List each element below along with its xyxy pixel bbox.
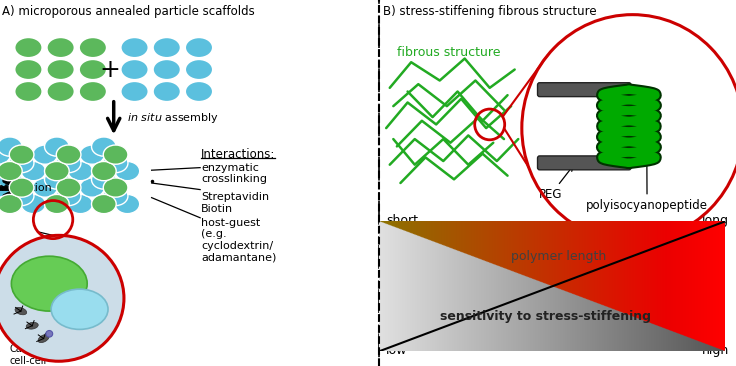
Text: +: + — [99, 57, 121, 82]
Ellipse shape — [44, 194, 69, 214]
Text: long: long — [702, 214, 729, 227]
Text: cell: cell — [0, 166, 13, 176]
Ellipse shape — [121, 81, 149, 102]
Ellipse shape — [152, 59, 181, 80]
Text: fibrous structure: fibrous structure — [397, 46, 500, 59]
Ellipse shape — [68, 161, 93, 181]
Text: PEG: PEG — [539, 166, 573, 202]
Text: $\it{in\ situ}$ assembly: $\it{in\ situ}$ assembly — [127, 111, 219, 125]
Text: infiltration: infiltration — [0, 183, 52, 194]
Ellipse shape — [15, 307, 26, 315]
Ellipse shape — [121, 37, 149, 58]
Ellipse shape — [0, 161, 22, 181]
Ellipse shape — [185, 59, 213, 80]
Ellipse shape — [103, 145, 128, 164]
Circle shape — [0, 235, 124, 361]
Ellipse shape — [79, 145, 105, 164]
Text: polymer length: polymer length — [512, 250, 606, 263]
Ellipse shape — [10, 178, 34, 197]
Ellipse shape — [14, 81, 43, 102]
Ellipse shape — [21, 194, 46, 214]
Ellipse shape — [91, 170, 116, 189]
Ellipse shape — [79, 178, 105, 197]
Text: polyisocyanopeptide: polyisocyanopeptide — [586, 143, 708, 213]
Ellipse shape — [115, 161, 140, 181]
Ellipse shape — [26, 322, 38, 329]
Text: short: short — [386, 214, 418, 227]
Ellipse shape — [68, 194, 93, 214]
Text: enzymatic
crosslinking: enzymatic crosslinking — [201, 163, 267, 184]
Ellipse shape — [152, 37, 181, 58]
Ellipse shape — [46, 81, 75, 102]
Ellipse shape — [0, 178, 10, 197]
Ellipse shape — [44, 137, 69, 156]
Ellipse shape — [33, 145, 57, 164]
Ellipse shape — [0, 194, 22, 214]
Ellipse shape — [56, 186, 81, 206]
Ellipse shape — [103, 178, 128, 197]
Circle shape — [46, 330, 53, 337]
Ellipse shape — [56, 178, 81, 197]
Ellipse shape — [91, 194, 116, 214]
Ellipse shape — [185, 81, 213, 102]
Text: sensitivity to stress-stiffening: sensitivity to stress-stiffening — [439, 310, 651, 323]
Ellipse shape — [52, 289, 108, 329]
Text: B) stress-stiffening fibrous structure: B) stress-stiffening fibrous structure — [383, 5, 596, 19]
Ellipse shape — [11, 256, 87, 311]
Ellipse shape — [46, 59, 75, 80]
FancyBboxPatch shape — [537, 83, 631, 97]
Ellipse shape — [10, 186, 34, 206]
Ellipse shape — [46, 37, 75, 58]
Ellipse shape — [121, 59, 149, 80]
Ellipse shape — [56, 153, 81, 173]
Ellipse shape — [21, 161, 46, 181]
Text: high: high — [701, 344, 729, 357]
Ellipse shape — [185, 37, 213, 58]
Ellipse shape — [10, 153, 34, 173]
Ellipse shape — [79, 37, 107, 58]
Ellipse shape — [0, 137, 22, 156]
Ellipse shape — [115, 194, 140, 214]
Text: Streptavidin
Biotin: Streptavidin Biotin — [201, 192, 269, 214]
Ellipse shape — [44, 161, 69, 181]
Ellipse shape — [152, 81, 181, 102]
Ellipse shape — [103, 153, 128, 173]
Text: Cadherin
cell-cell
interaction: Cadherin cell-cell interaction — [10, 337, 63, 366]
Ellipse shape — [33, 178, 57, 197]
Ellipse shape — [14, 59, 43, 80]
FancyBboxPatch shape — [537, 156, 631, 170]
Text: host-guest
(e.g.
cyclodextrin/
adamantane): host-guest (e.g. cyclodextrin/ adamantan… — [201, 218, 276, 262]
Ellipse shape — [14, 37, 43, 58]
Ellipse shape — [10, 145, 34, 164]
Ellipse shape — [0, 145, 10, 164]
Text: A) microporous annealed particle scaffolds: A) microporous annealed particle scaffol… — [2, 5, 255, 19]
Ellipse shape — [0, 170, 22, 189]
Ellipse shape — [44, 170, 69, 189]
Ellipse shape — [79, 81, 107, 102]
Ellipse shape — [38, 335, 49, 343]
Ellipse shape — [103, 186, 128, 206]
Text: low: low — [386, 344, 408, 357]
Text: Interactions:: Interactions: — [201, 148, 275, 161]
Ellipse shape — [91, 161, 116, 181]
Ellipse shape — [91, 137, 116, 156]
Ellipse shape — [56, 145, 81, 164]
Ellipse shape — [79, 59, 107, 80]
